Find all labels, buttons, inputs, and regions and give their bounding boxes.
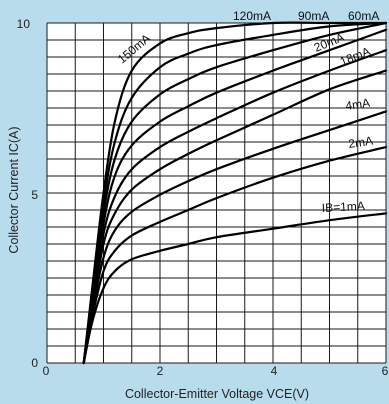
y-axis-title-text: Collector Current IC(A) bbox=[7, 126, 21, 253]
y-tick-10: 10 bbox=[17, 17, 31, 31]
x-axis-title: Collector-Emitter Voltage VCE(V) bbox=[125, 387, 309, 401]
curves bbox=[82, 21, 388, 365]
curve-label-60ma: 60mA bbox=[348, 9, 379, 23]
x-tick-6: 6 bbox=[382, 364, 389, 378]
curve-2ma bbox=[82, 146, 388, 365]
curve-60ma bbox=[82, 28, 388, 365]
y-tick-0: 0 bbox=[31, 356, 38, 370]
curve-4ma bbox=[82, 110, 388, 365]
curve-18ma bbox=[82, 69, 388, 365]
curve-label-90ma: 90mA bbox=[298, 9, 329, 23]
y-tick-5: 5 bbox=[31, 188, 38, 202]
curve-20ma bbox=[82, 49, 388, 365]
curve-label-ib-1ma: IB=1mA bbox=[321, 199, 365, 215]
curve-label-4ma: 4mA bbox=[344, 96, 370, 113]
x-tick-0: 0 bbox=[43, 364, 50, 378]
x-tick-4: 4 bbox=[271, 364, 278, 378]
x-tick-2: 2 bbox=[157, 364, 164, 378]
curve-label-2ma: 2mA bbox=[347, 134, 373, 151]
curve-label-120ma: 120mA bbox=[233, 9, 271, 23]
curve-ib-1ma bbox=[82, 212, 388, 365]
x-axis-title-text: Collector-Emitter Voltage VCE(V) bbox=[125, 387, 309, 401]
y-axis-title: Collector Current IC(A) bbox=[7, 126, 21, 253]
gridlines bbox=[46, 22, 387, 364]
